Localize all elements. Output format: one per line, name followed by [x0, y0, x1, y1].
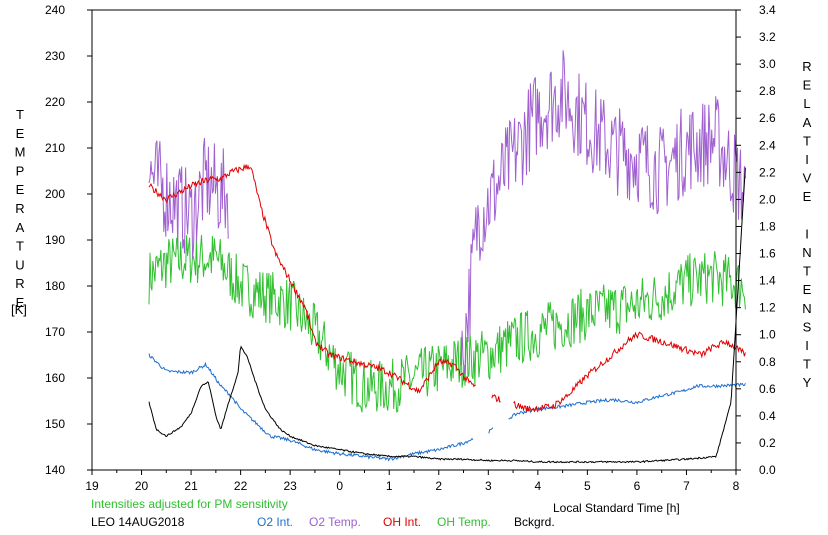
- y-label-left-letter: R: [15, 276, 24, 291]
- y-tick-label-right: 1.4: [759, 274, 776, 288]
- y-axis-unit-left: [K]: [11, 302, 27, 317]
- legend-item-bckgrd: Bckgrd.: [514, 515, 555, 529]
- y-tick-label-right: 2.0: [759, 192, 776, 206]
- y-tick-label-right: 0.0: [759, 463, 776, 477]
- y-tick-label-right: 1.6: [759, 247, 776, 261]
- y-tick-label-right: 2.2: [759, 165, 776, 179]
- y-tick-label-right: 0.2: [759, 436, 776, 450]
- y-tick-label-right: 3.0: [759, 57, 776, 71]
- x-tick-label: 22: [234, 479, 248, 493]
- y-tick-label-right: 1.0: [759, 328, 776, 342]
- y-label-right-letter: T: [803, 133, 811, 148]
- y-label-right-letter: S: [803, 319, 812, 334]
- station-date: LEO 14AUG2018: [91, 515, 185, 529]
- x-tick-label: 7: [683, 479, 690, 493]
- y-tick-label-right: 2.4: [759, 138, 776, 152]
- y-label-left-letter: U: [15, 257, 24, 272]
- y-tick-label-right: 1.2: [759, 301, 776, 315]
- y-label-right-letter: V: [803, 171, 812, 186]
- y-label-right-letter: N: [802, 245, 811, 260]
- y-label-right-letter: I: [805, 152, 809, 167]
- x-tick-label: 19: [85, 479, 99, 493]
- y-tick-label-left: 150: [45, 417, 65, 431]
- legend-item-oh-int: OH Int.: [383, 515, 422, 529]
- y-tick-label-left: 140: [45, 463, 65, 477]
- y-label-right-letter: I: [805, 338, 809, 353]
- y-label-left-letter: E: [16, 182, 25, 197]
- y-tick-label-left: 160: [45, 371, 65, 385]
- legend-item-o2-temp: O2 Temp.: [309, 515, 361, 529]
- y-label-right-letter: L: [803, 96, 810, 111]
- series-line-2: [148, 163, 746, 413]
- x-tick-label: 2: [435, 479, 442, 493]
- y-tick-label-right: 3.4: [759, 3, 776, 17]
- x-tick-label: 21: [184, 479, 198, 493]
- y-tick-label-right: 3.2: [759, 30, 776, 44]
- y-tick-label-left: 180: [45, 279, 65, 293]
- legend-item-oh-temp: OH Temp.: [437, 515, 491, 529]
- y-tick-label-left: 230: [45, 49, 65, 63]
- y-label-right-letter: E: [803, 282, 812, 297]
- ticks-layer: 19 20 21 22 23 0 1 2 3 4 5 6 7 8140150160170180190200…: [45, 3, 776, 493]
- x-tick-label: 0: [336, 479, 343, 493]
- series-line-1: [460, 50, 746, 375]
- legend-item-o2-int: O2 Int.: [257, 515, 294, 529]
- y-tick-label-left: 170: [45, 325, 65, 339]
- y-label-right-letter: Y: [803, 375, 812, 390]
- x-tick-label: 4: [535, 479, 542, 493]
- y-label-right-letter: R: [802, 59, 811, 74]
- y-tick-label-right: 1.8: [759, 219, 776, 233]
- y-label-left-letter: P: [16, 163, 25, 178]
- y-label-left-letter: T: [16, 107, 24, 122]
- y-tick-label-left: 200: [45, 187, 65, 201]
- x-tick-label: 3: [485, 479, 492, 493]
- y-label-left-letter: T: [16, 239, 24, 254]
- y-label-right-letter: T: [803, 357, 811, 372]
- x-tick-label: 23: [283, 479, 297, 493]
- x-tick-label: 6: [634, 479, 641, 493]
- x-tick-label: 1: [386, 479, 393, 493]
- y-label-left-letter: M: [15, 145, 26, 160]
- series-layer: [148, 50, 746, 464]
- y-tick-label-left: 240: [45, 3, 65, 17]
- sensitivity-note: Intensities adjusted for PM sensitivity: [91, 497, 288, 511]
- y-tick-label-right: 0.6: [759, 382, 776, 396]
- x-tick-label: 8: [733, 479, 740, 493]
- y-label-left-letter: E: [16, 295, 25, 310]
- x-axis-label: Local Standard Time [h]: [553, 501, 680, 515]
- x-tick-label: 20: [135, 479, 149, 493]
- y-label-right-letter: A: [803, 115, 812, 130]
- series-line-4: [148, 167, 746, 464]
- y-tick-label-right: 0.8: [759, 355, 776, 369]
- series-line-0: [148, 353, 746, 462]
- y-label-right-letter: E: [803, 189, 812, 204]
- y-label-left-letter: E: [16, 126, 25, 141]
- plot-frame: [91, 9, 737, 471]
- y-label-right-letter: E: [803, 78, 812, 93]
- y-label-right-letter: I: [805, 226, 809, 241]
- y-tick-label-left: 210: [45, 141, 65, 155]
- series-line-1: [148, 138, 229, 259]
- y-tick-label-left: 220: [45, 95, 65, 109]
- y-label-left-letter: R: [15, 201, 24, 216]
- y-tick-label-right: 2.8: [759, 84, 776, 98]
- x-tick-label: 5: [584, 479, 591, 493]
- y-label-left-letter: A: [16, 220, 25, 235]
- y-label-right-letter: T: [803, 264, 811, 279]
- y-tick-label-right: 2.6: [759, 111, 776, 125]
- series-line-3: [148, 234, 746, 413]
- y-tick-label-right: 0.4: [759, 409, 776, 423]
- y-label-right-letter: N: [802, 301, 811, 316]
- y-tick-label-left: 190: [45, 233, 65, 247]
